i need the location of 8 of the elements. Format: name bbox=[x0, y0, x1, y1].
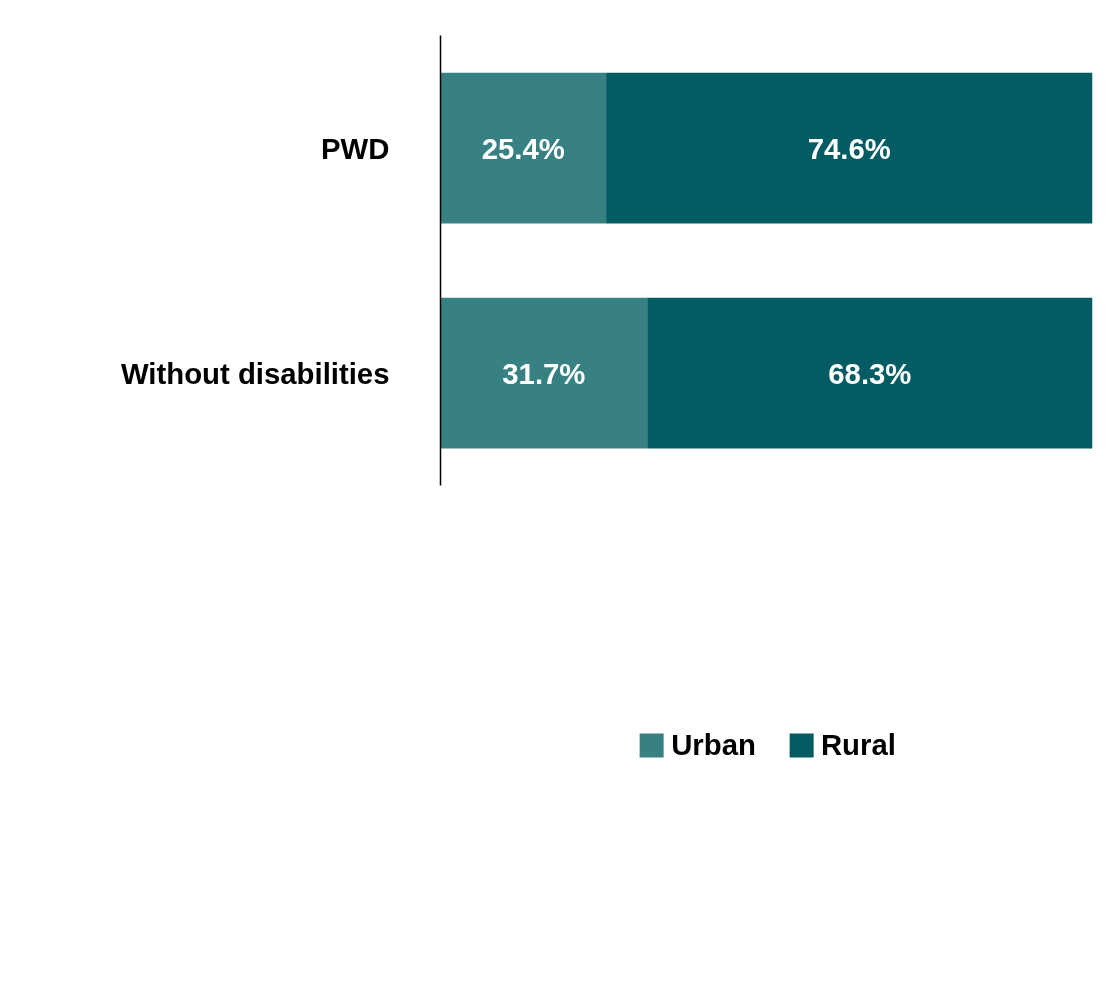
data-label: 74.6% bbox=[807, 131, 891, 165]
data-label: 31.7% bbox=[502, 356, 586, 390]
y-tick-label: Without disabilities bbox=[120, 356, 390, 390]
y-tick-label: PWD bbox=[321, 131, 390, 165]
legend-label: Urban bbox=[671, 728, 756, 762]
data-label: 68.3% bbox=[828, 356, 912, 390]
data-label: 25.4% bbox=[481, 131, 565, 165]
legend-label: Rural bbox=[820, 728, 896, 762]
